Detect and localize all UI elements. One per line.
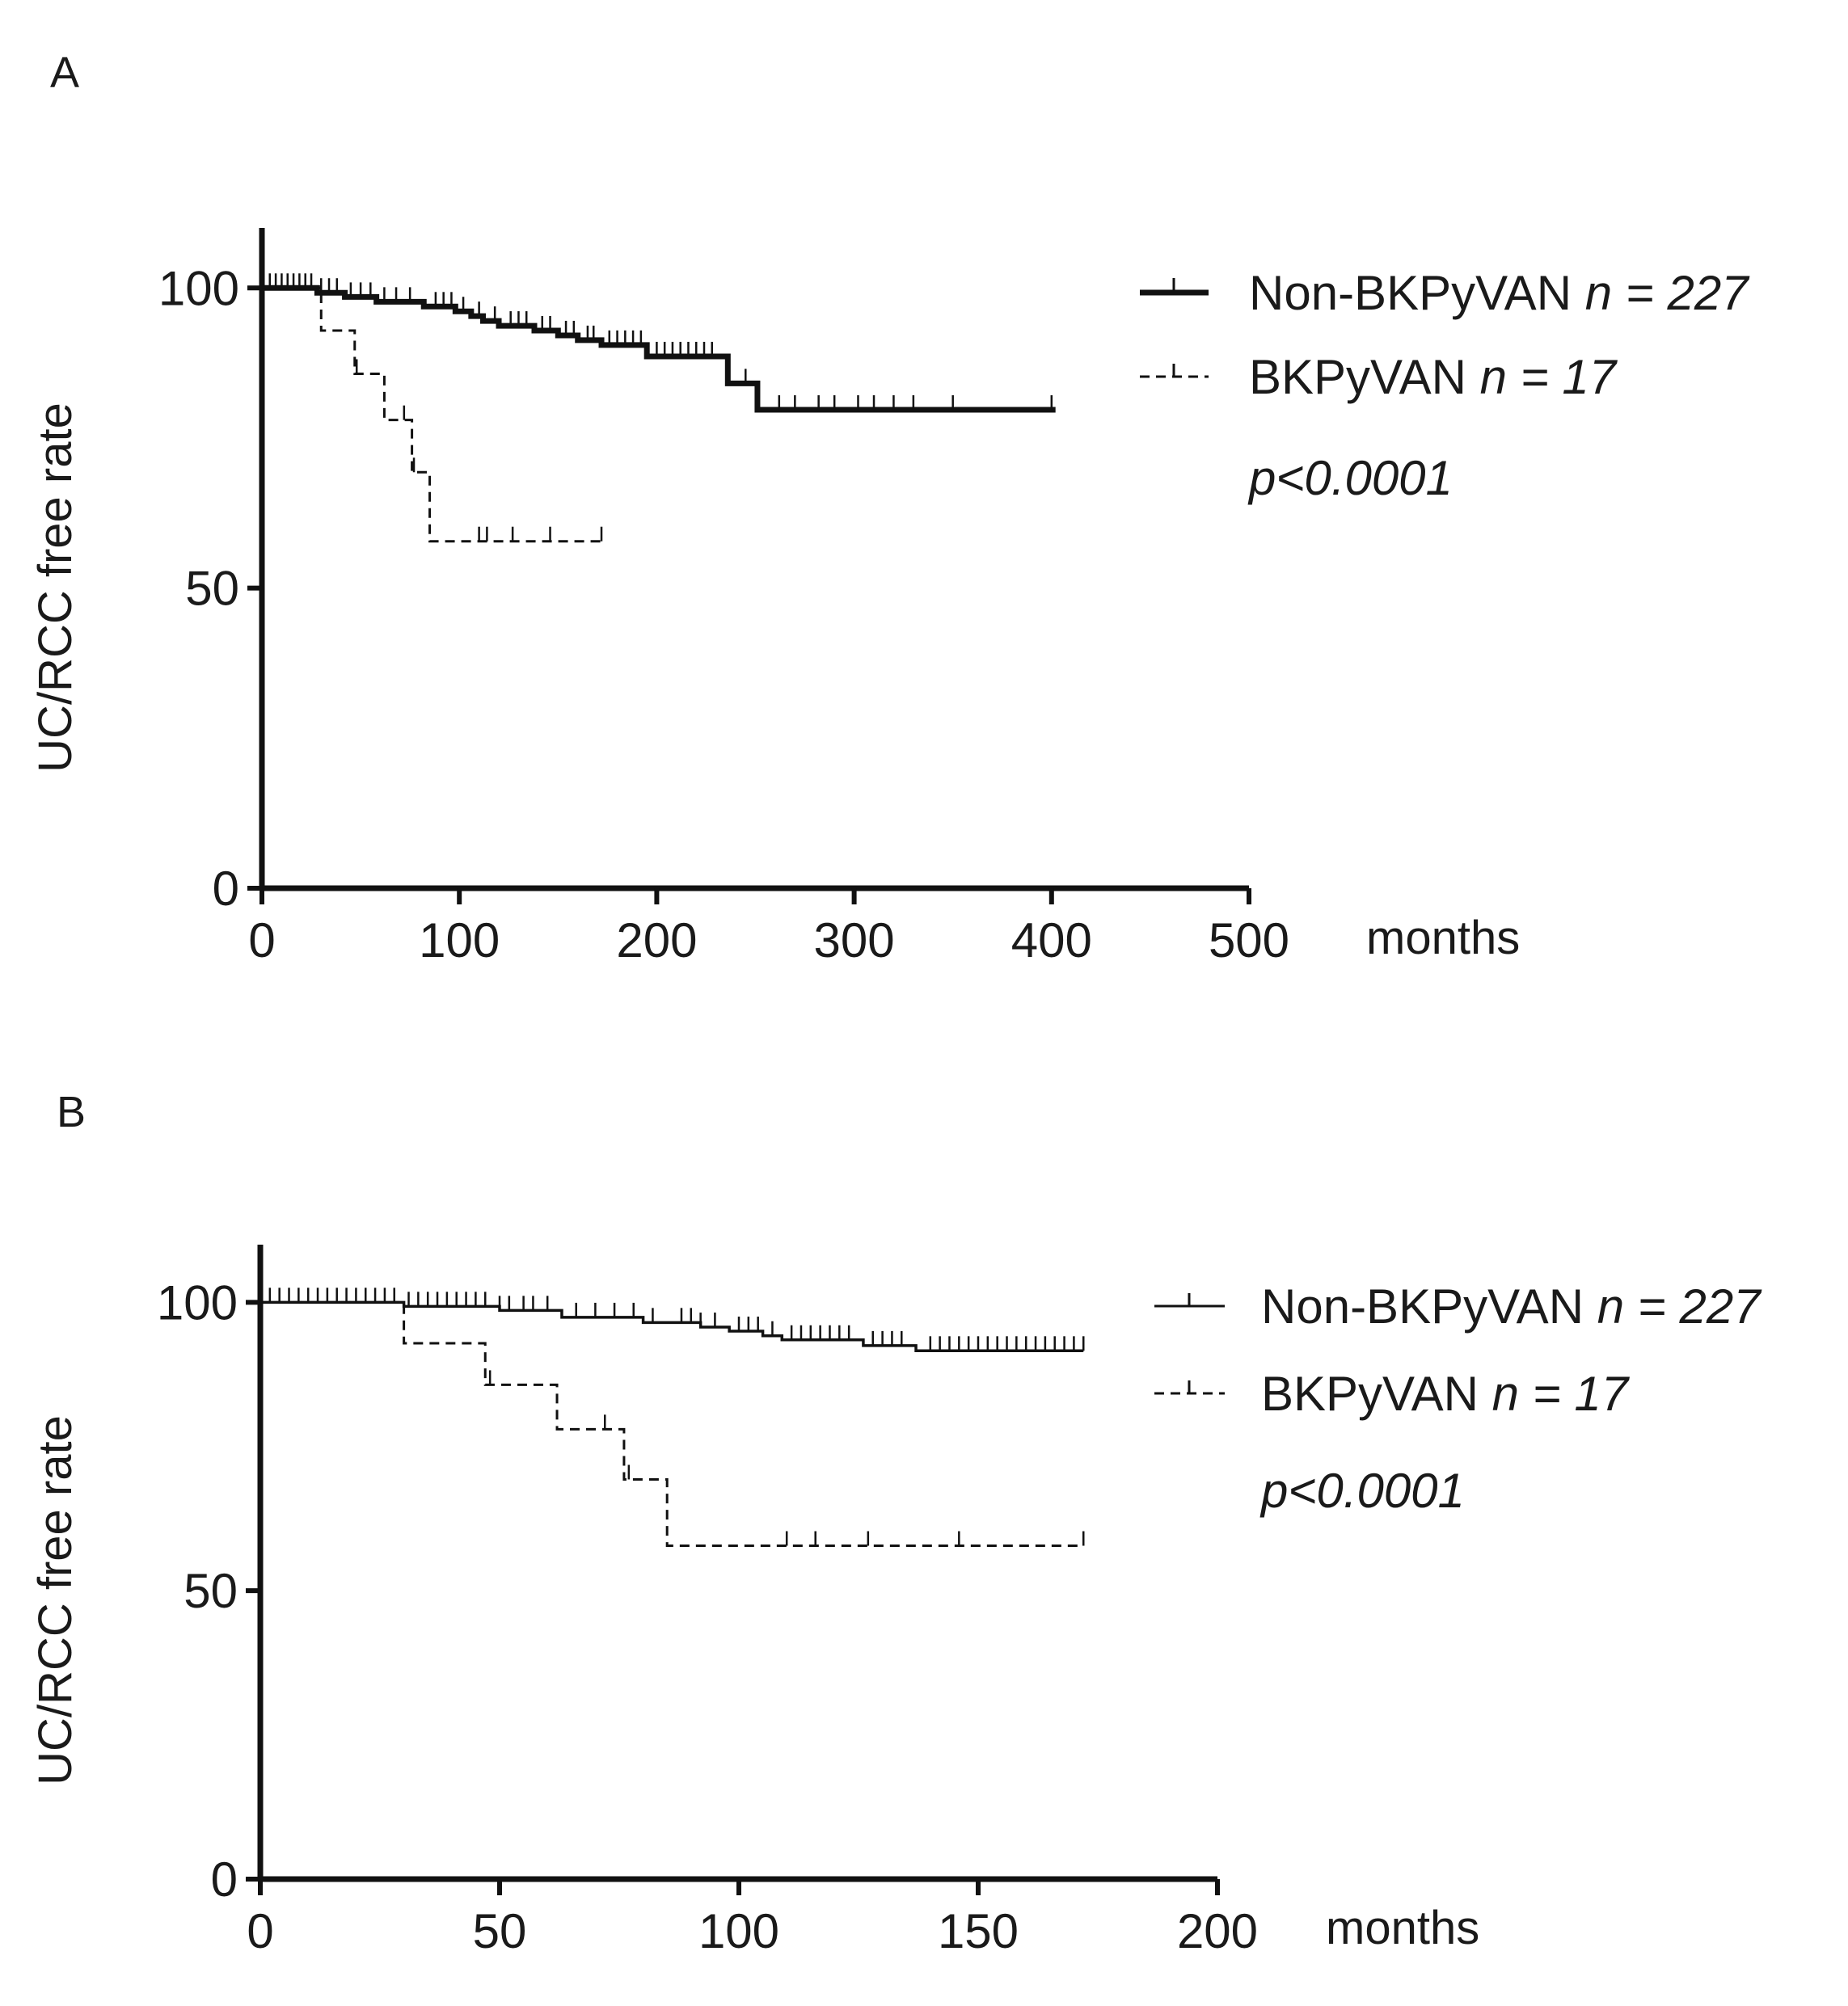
y-tick-label: 50 (184, 1564, 238, 1618)
legend-label: BKPyVAN n = 17 (1261, 1367, 1631, 1421)
legend-item-bkpyvan: BKPyVAN n = 17 (1140, 350, 1618, 404)
x-tick-label: 400 (1011, 913, 1092, 967)
series-plot-area (262, 273, 1056, 543)
legend-label: Non-BKPyVAN n = 227 (1261, 1279, 1762, 1334)
x-axis-label: months (1366, 912, 1520, 964)
legend: Non-BKPyVAN n = 227 BKPyVAN n = 17 p<0.0… (1140, 266, 1750, 505)
p-value-annotation: p<0.0001 (1259, 1464, 1465, 1518)
legend-item-non-bkpyvan: Non-BKPyVAN n = 227 (1140, 266, 1750, 320)
panel-a: A UC/RCC free rate 0 50 100 0 100 200 300 400 5… (29, 48, 1750, 967)
x-tick-label: 100 (698, 1904, 779, 1958)
legend-n-label: n = 227 (1597, 1279, 1762, 1334)
legend: Non-BKPyVAN n = 227 BKPyVAN n = 17 p<0.0… (1154, 1279, 1762, 1518)
x-tick-label: 300 (814, 913, 895, 967)
legend-n-label: n = 17 (1480, 350, 1618, 404)
y-tick-label: 100 (158, 261, 239, 315)
panel-label: B (57, 1088, 86, 1136)
y-axis-label: UC/RCC free rate (29, 1415, 82, 1785)
x-ticks: 0 100 200 300 400 500 (248, 888, 1289, 967)
x-tick-label: 200 (1177, 1904, 1258, 1958)
panel-b: B UC/RCC free rate 0 50 100 0 50 100 150 200 m… (29, 1088, 1762, 1958)
x-tick-label: 0 (248, 913, 275, 967)
x-tick-label: 150 (938, 1904, 1019, 1958)
y-tick-label: 0 (213, 862, 239, 916)
y-axis-label: UC/RCC free rate (29, 402, 82, 773)
legend-item-bkpyvan: BKPyVAN n = 17 (1154, 1367, 1631, 1421)
y-tick-label: 100 (157, 1275, 238, 1330)
legend-series-name: Non-BKPyVAN (1261, 1279, 1584, 1334)
y-tick-label: 0 (211, 1852, 238, 1907)
x-axis-label: months (1326, 1902, 1479, 1954)
legend-n-label: n = 227 (1585, 266, 1750, 320)
x-tick-label: 200 (616, 913, 697, 967)
x-ticks: 0 50 100 150 200 (247, 1879, 1258, 1958)
legend-item-non-bkpyvan: Non-BKPyVAN n = 227 (1154, 1279, 1762, 1334)
series-plot-area (260, 1287, 1085, 1548)
legend-label: Non-BKPyVAN n = 227 (1249, 266, 1750, 320)
survival-curve-non-bkpyvan (262, 284, 1056, 413)
x-tick-label: 0 (247, 1904, 273, 1958)
y-tick-label: 50 (185, 562, 239, 616)
panel-label: A (50, 48, 79, 97)
y-ticks: 0 50 100 (157, 1275, 260, 1907)
legend-label: BKPyVAN n = 17 (1249, 350, 1618, 404)
p-value-annotation: p<0.0001 (1247, 451, 1453, 505)
x-tick-label: 100 (419, 913, 500, 967)
survival-curve-bkpyvan (262, 286, 602, 543)
x-tick-label: 500 (1209, 913, 1289, 967)
legend-series-name: BKPyVAN (1249, 350, 1466, 404)
legend-series-name: BKPyVAN (1261, 1367, 1479, 1421)
x-tick-label: 50 (473, 1904, 527, 1958)
legend-series-name: Non-BKPyVAN (1249, 266, 1572, 320)
y-ticks: 0 50 100 (158, 261, 262, 916)
legend-n-label: n = 17 (1492, 1367, 1631, 1421)
